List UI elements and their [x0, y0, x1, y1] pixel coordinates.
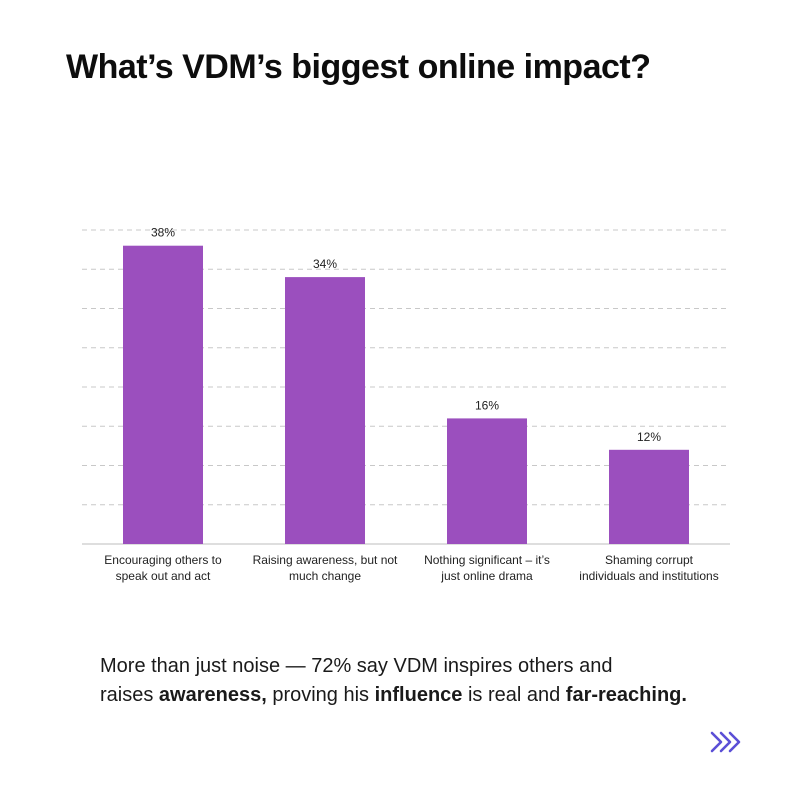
category-label: Raising awareness, but not	[253, 553, 398, 567]
data-label: 38%	[151, 226, 175, 240]
caption-text: proving his	[266, 684, 375, 706]
caption-emphasis-far-reaching: far-reaching.	[565, 684, 687, 706]
chart-title: What’s VDM’s biggest online impact?	[66, 48, 651, 86]
caption-emphasis-awareness: awareness,	[158, 684, 267, 706]
category-label: Encouraging others to	[104, 553, 222, 567]
data-label: 16%	[475, 398, 499, 412]
bar	[609, 449, 689, 544]
caption-line-2: raises awareness, proving his influence …	[100, 681, 760, 710]
category-label: speak out and act	[116, 569, 211, 583]
data-label: 12%	[637, 430, 661, 444]
category-label: Shaming corrupt	[605, 553, 694, 567]
double-chevron-right-icon[interactable]	[708, 729, 744, 755]
category-label: individuals and institutions	[579, 569, 718, 583]
category-label: much change	[289, 569, 361, 583]
category-label: Nothing significant – it’s	[424, 553, 550, 567]
caption: More than just noise — 72% say VDM inspi…	[100, 652, 760, 710]
data-label: 34%	[313, 257, 337, 271]
caption-text: is real and	[462, 684, 566, 706]
caption-line-1: More than just noise — 72% say VDM inspi…	[100, 655, 613, 677]
category-label: just online drama	[440, 569, 533, 583]
bar	[447, 418, 527, 544]
caption-text: raises	[100, 684, 159, 706]
caption-emphasis-influence: influence	[374, 684, 463, 706]
bar	[285, 277, 365, 544]
bar	[123, 245, 203, 544]
bar-chart: 38% Encouraging others to speak out and ac…	[82, 226, 730, 583]
